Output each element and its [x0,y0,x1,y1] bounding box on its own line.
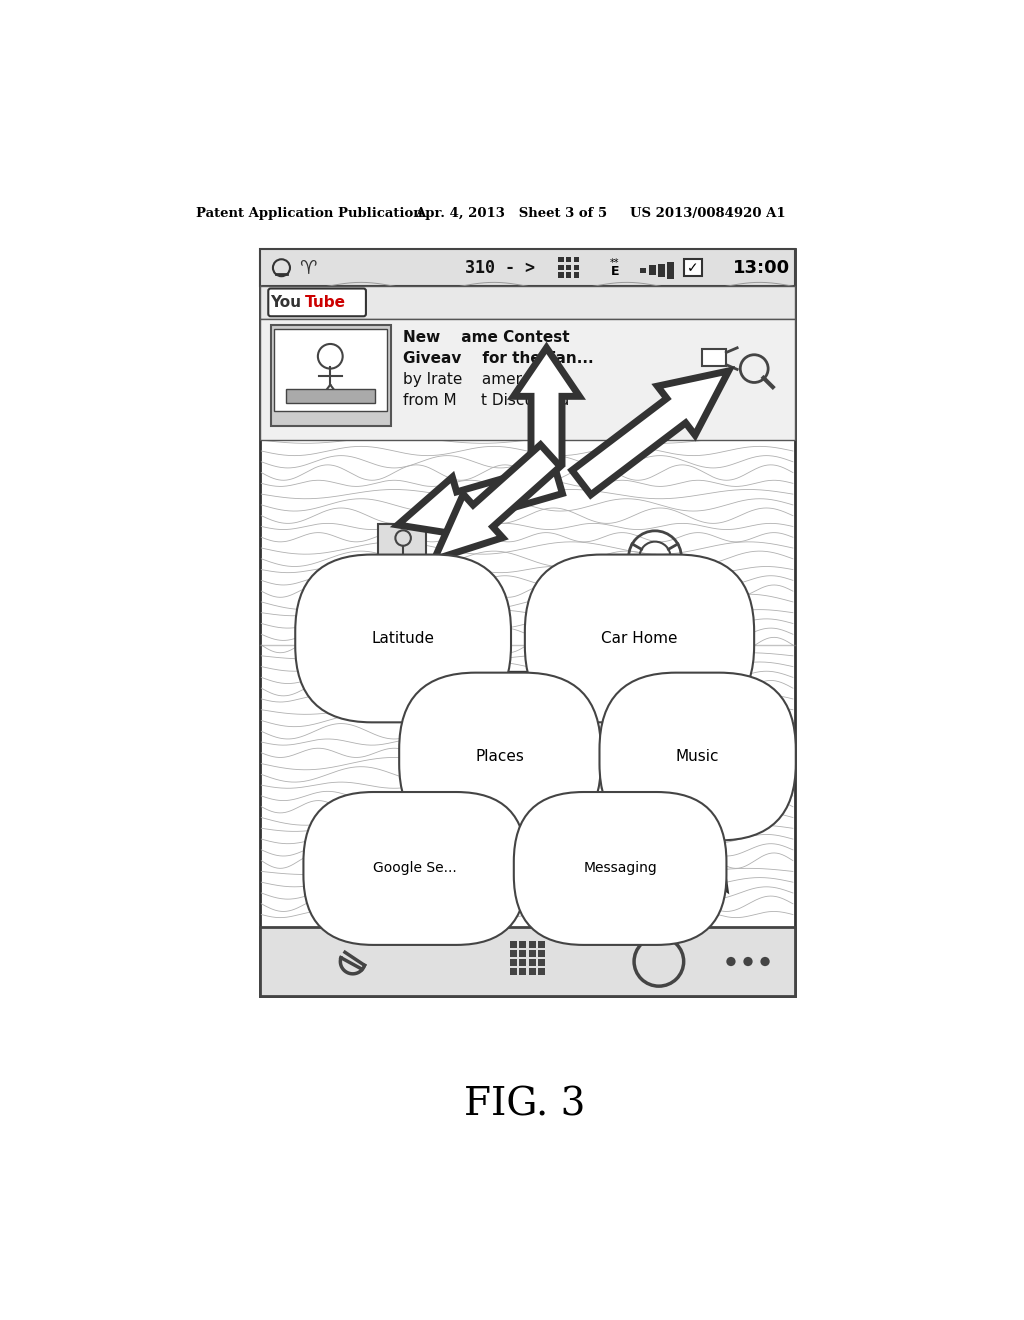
Text: You: You [270,294,302,310]
Text: Apr. 4, 2013   Sheet 3 of 5: Apr. 4, 2013 Sheet 3 of 5 [415,207,607,220]
Bar [658,264,665,277]
Text: Messaging: Messaging [584,862,657,875]
Text: ♈: ♈ [299,259,316,277]
Circle shape [743,957,753,966]
Bar [538,950,545,957]
Circle shape [706,702,713,710]
Bar [558,257,563,263]
Bar [519,969,526,975]
Bar [566,257,571,263]
Bar [374,557,431,564]
Text: E: E [610,265,618,279]
Text: Patent Application Publication: Patent Application Publication [197,207,423,220]
Text: ✓: ✓ [687,261,698,276]
Text: New    ame Contest: New ame Contest [403,330,569,346]
Text: 310 - >: 310 - > [465,259,535,277]
Polygon shape [434,445,560,560]
Text: by Irate    amer: by Irate amer [403,372,522,387]
Bar [378,524,426,557]
Text: Car Home: Car Home [601,631,678,645]
Bar [640,268,646,273]
Text: Latitude: Latitude [372,631,434,645]
Bar [510,960,517,966]
Text: :): :) [578,808,593,828]
Polygon shape [397,463,562,536]
Circle shape [726,957,735,966]
Bar [538,960,545,966]
Bar [649,265,655,275]
Polygon shape [514,348,580,463]
Polygon shape [407,744,512,891]
Circle shape [761,957,770,966]
Bar [684,259,701,276]
Bar [510,969,517,975]
Bar [528,950,536,957]
Bar [260,927,795,997]
Bar [528,960,536,966]
Text: US 2013/0084920 A1: US 2013/0084920 A1 [630,207,785,220]
Text: 13:00: 13:00 [733,259,791,277]
Bar [558,272,563,277]
FancyBboxPatch shape [558,797,612,841]
Bar [270,325,391,426]
Bar [519,950,526,957]
Circle shape [652,554,658,560]
Bar [566,272,571,277]
Bar [274,329,387,411]
Bar [528,969,536,975]
Bar [519,960,526,966]
Bar [260,286,795,318]
Polygon shape [627,744,725,887]
Text: Music: Music [676,748,720,764]
Bar [538,969,545,975]
Text: **: ** [610,259,620,268]
Bar [573,264,579,271]
Text: FIG. 3: FIG. 3 [464,1086,586,1125]
Text: from M     t Discussed: from M t Discussed [403,392,569,408]
Polygon shape [597,657,756,725]
Bar [286,389,375,404]
FancyBboxPatch shape [268,289,366,317]
Text: Google Se...: Google Se... [373,862,457,875]
Polygon shape [572,371,729,495]
Bar [701,350,726,367]
Bar [538,941,545,948]
Bar [573,257,579,263]
Bar [566,264,571,271]
Bar [573,272,579,277]
Bar [510,950,517,957]
Text: Places: Places [475,748,524,764]
Bar [510,941,517,948]
Bar [389,803,431,845]
Bar [558,264,563,271]
Bar [260,249,795,997]
Text: Tube: Tube [305,294,346,310]
Bar [528,941,536,948]
Bar [260,318,795,441]
Polygon shape [391,657,554,725]
Bar [260,249,795,286]
Bar [668,261,675,279]
Bar [519,941,526,948]
Polygon shape [541,760,599,903]
Text: Giveav    for the Fan...: Giveav for the Fan... [403,351,594,366]
